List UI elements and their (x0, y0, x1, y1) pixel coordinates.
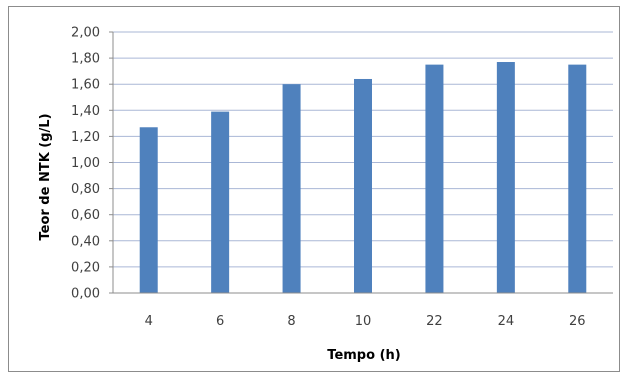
bar (211, 111, 230, 293)
y-tick-label: 0,40 (71, 234, 100, 249)
bar (354, 78, 372, 293)
x-tick-labels: 4 6 8 10 22 24 26 (145, 314, 586, 329)
y-tick-labels: 0,00 0,20 0,40 0,60 0,80 1,00 1,20 1,40 1,60 1,80… (71, 26, 100, 302)
gridlines (113, 31, 613, 268)
x-tick-label: 8 (287, 314, 295, 329)
y-tick-label: 1,80 (71, 52, 100, 67)
y-axis-title: Teor de NTK (g/L) (38, 113, 53, 240)
x-tick-label: 10 (355, 314, 372, 329)
x-tick-label: 6 (216, 314, 224, 329)
bar (425, 64, 444, 293)
bar (496, 62, 515, 293)
x-tick-label: 4 (145, 314, 153, 329)
y-tick-label: 1,40 (71, 104, 100, 119)
axes (109, 31, 613, 294)
bars (139, 62, 587, 293)
x-tick-label: 24 (498, 314, 515, 329)
bar (568, 64, 587, 293)
y-tick-label: 0,00 (71, 287, 100, 302)
bar (139, 127, 158, 293)
y-tick-label: 0,20 (71, 260, 100, 275)
y-tick-label: 1,20 (71, 130, 100, 145)
y-tick-label: 1,00 (71, 156, 100, 171)
y-tick-label: 0,60 (71, 208, 100, 223)
x-tick-label: 22 (426, 314, 443, 329)
y-tick-label: 1,60 (71, 78, 100, 93)
y-tick-label: 2,00 (71, 26, 100, 41)
x-axis-title: Tempo (h) (327, 348, 400, 363)
y-tick-label: 0,80 (71, 182, 100, 197)
x-tick-label: 26 (569, 314, 586, 329)
bar (282, 84, 301, 293)
